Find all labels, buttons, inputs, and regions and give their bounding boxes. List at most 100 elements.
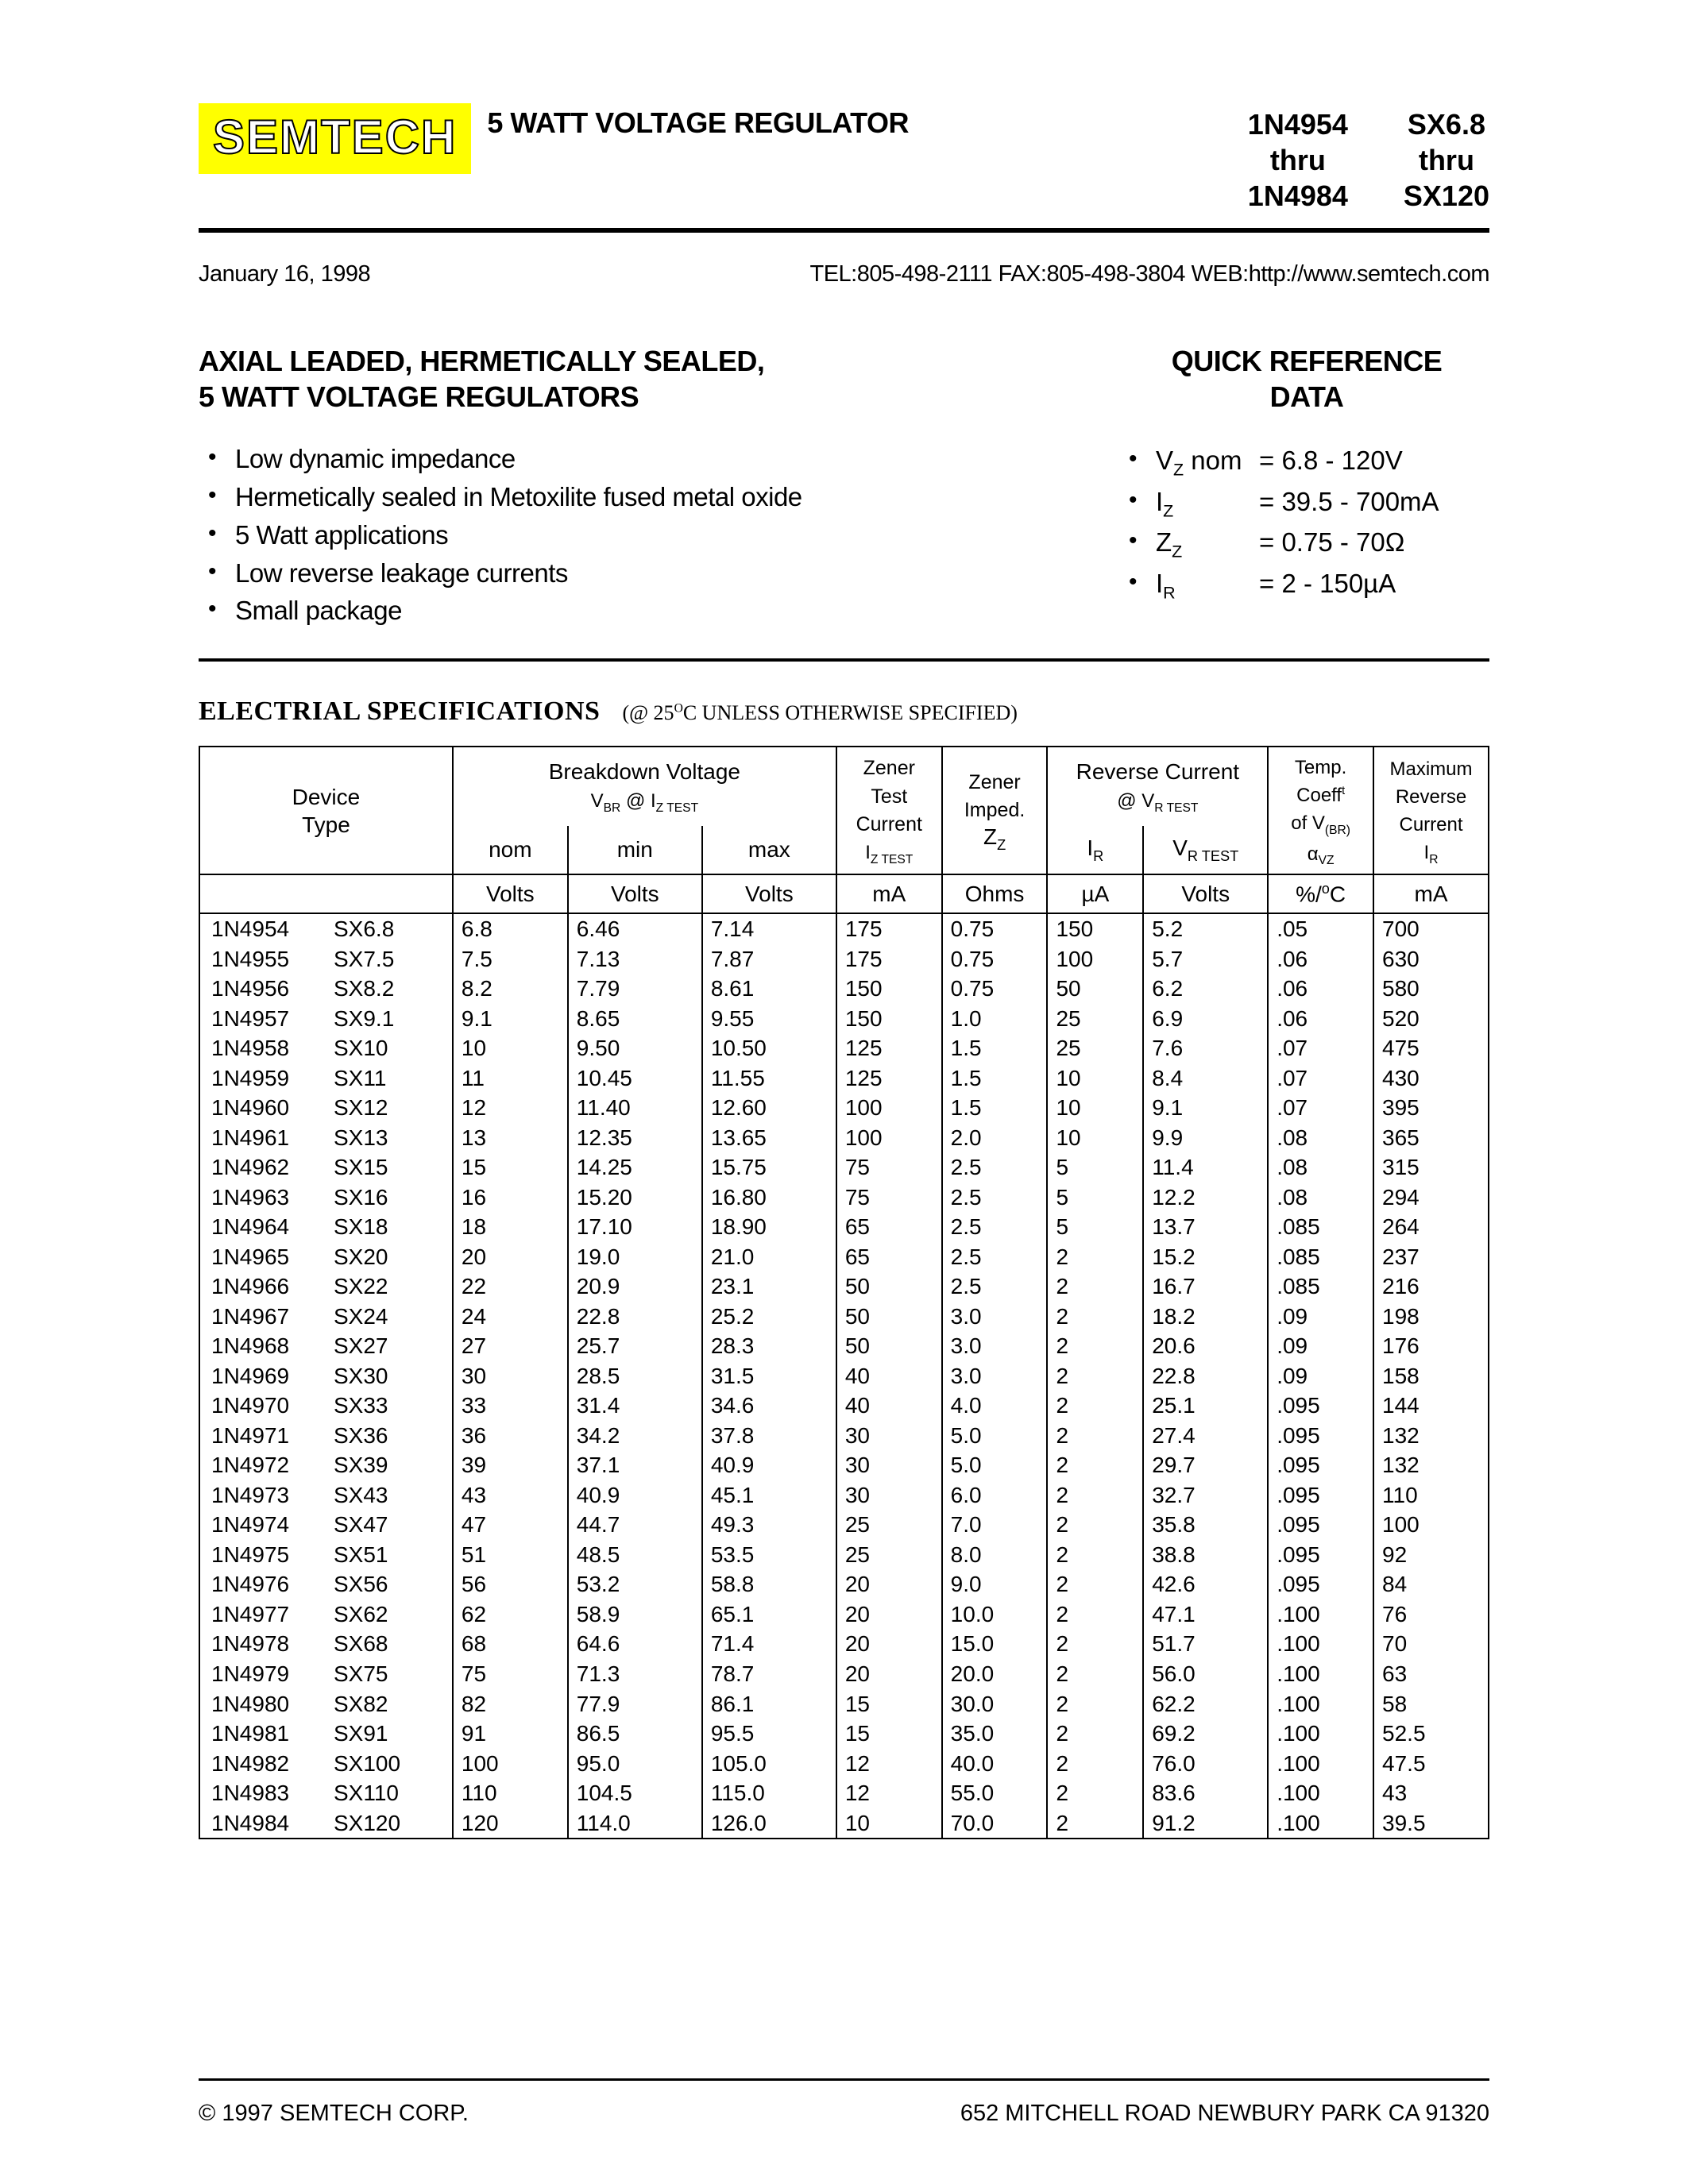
data-cell: 62 [453,1599,568,1630]
data-cell: 2 [1047,1331,1143,1361]
data-cell: 8.0 [942,1540,1048,1570]
data-cell: 82 [453,1689,568,1719]
data-cell: 27.4 [1143,1421,1268,1451]
spec-table: DeviceType Breakdown VoltageVBR @ IZ TES… [199,746,1489,1839]
data-cell: .09 [1268,1331,1373,1361]
data-cell: 70 [1373,1629,1489,1659]
u-ma-1: mA [836,874,942,913]
th-max: max [702,826,836,874]
data-cell: 132 [1373,1450,1489,1480]
data-cell: 75 [453,1659,568,1689]
data-cell: 12 [836,1749,942,1779]
data-cell: 150 [836,974,942,1004]
data-cell: .100 [1268,1719,1373,1749]
data-cell: 2 [1047,1450,1143,1480]
right-heading-l1: QUICK REFERENCE [1124,343,1489,379]
data-cell: 150 [1047,913,1143,944]
data-cell: .095 [1268,1421,1373,1451]
data-cell: .100 [1268,1599,1373,1630]
data-cell: 12.35 [568,1123,702,1153]
data-cell: 65 [836,1242,942,1272]
data-cell: 40.9 [702,1450,836,1480]
part-2-mid: thru [1404,142,1489,178]
data-cell: 76 [1373,1599,1489,1630]
table-row: 1N4968SX272725.728.3503.0220.6.09176 [199,1331,1489,1361]
data-cell: 31.4 [568,1391,702,1421]
data-cell: 23.1 [702,1271,836,1302]
data-cell: 22.8 [1143,1361,1268,1391]
th-zener-test: ZenerTestCurrentIZ TEST [836,747,942,874]
data-cell: 47 [453,1510,568,1540]
data-cell: 9.55 [702,1004,836,1034]
data-cell: 126.0 [702,1808,836,1839]
data-cell: 5.0 [942,1421,1048,1451]
data-cell: 1.0 [942,1004,1048,1034]
data-cell: 700 [1373,913,1489,944]
th-ir: IR [1047,826,1143,874]
data-cell: 56.0 [1143,1659,1268,1689]
data-cell: .095 [1268,1569,1373,1599]
data-cell: 20.6 [1143,1331,1268,1361]
data-cell: 2 [1047,1510,1143,1540]
data-cell: 0.75 [942,944,1048,974]
data-cell: 2 [1047,1778,1143,1808]
data-cell: 58.9 [568,1599,702,1630]
table-row: 1N4973SX434340.945.1306.0232.7.095110 [199,1480,1489,1511]
data-cell: 100 [1373,1510,1489,1540]
th-breakdown: Breakdown VoltageVBR @ IZ TEST [453,747,836,826]
device-cell: 1N4963SX16 [199,1183,453,1213]
data-cell: 430 [1373,1063,1489,1094]
data-cell: 35.0 [942,1719,1048,1749]
data-cell: 91 [453,1719,568,1749]
data-cell: 32.7 [1143,1480,1268,1511]
data-cell: 20 [836,1599,942,1630]
table-row: 1N4967SX242422.825.2503.0218.2.09198 [199,1302,1489,1332]
data-cell: 33 [453,1391,568,1421]
data-cell: 2 [1047,1629,1143,1659]
data-cell: 2 [1047,1808,1143,1839]
data-cell: 84 [1373,1569,1489,1599]
data-cell: .09 [1268,1302,1373,1332]
data-cell: 30 [836,1480,942,1511]
data-cell: 86.1 [702,1689,836,1719]
data-cell: 105.0 [702,1749,836,1779]
spec-cond-sup: O [674,702,683,716]
data-cell: 25 [836,1540,942,1570]
th-rev-current: Reverse Current@ VR TEST [1047,747,1268,826]
data-cell: 65.1 [702,1599,836,1630]
device-cell: 1N4977SX62 [199,1599,453,1630]
data-cell: .08 [1268,1152,1373,1183]
data-cell: 7.0 [942,1510,1048,1540]
device-cell: 1N4969SX30 [199,1361,453,1391]
data-cell: 7.6 [1143,1033,1268,1063]
data-cell: 2 [1047,1302,1143,1332]
data-cell: 7.13 [568,944,702,974]
table-row: 1N4980SX828277.986.11530.0262.2.10058 [199,1689,1489,1719]
device-cell: 1N4984SX120 [199,1808,453,1839]
u-ua: µA [1047,874,1143,913]
data-cell: 2 [1047,1391,1143,1421]
data-cell: 49.3 [702,1510,836,1540]
data-cell: 37.1 [568,1450,702,1480]
device-cell: 1N4974SX47 [199,1510,453,1540]
data-cell: 10 [1047,1093,1143,1123]
data-cell: 100 [1047,944,1143,974]
data-cell: 16 [453,1183,568,1213]
table-row: 1N4965SX202019.021.0652.5215.2.085237 [199,1242,1489,1272]
footer-rule [199,2078,1489,2081]
th-temp-coef: Temp.Coefftof V(BR)αVZ [1268,747,1373,874]
data-cell: 125 [836,1033,942,1063]
feature-list: Low dynamic impedanceHermetically sealed… [199,440,1076,630]
part-1-bot: 1N4984 [1248,178,1348,214]
data-cell: 77.9 [568,1689,702,1719]
data-cell: .07 [1268,1093,1373,1123]
data-cell: 120 [453,1808,568,1839]
device-cell: 1N4968SX27 [199,1331,453,1361]
data-cell: 40.0 [942,1749,1048,1779]
quickref-item: IR= 2 - 150µA [1124,565,1489,606]
data-cell: 12.2 [1143,1183,1268,1213]
table-row: 1N4981SX919186.595.51535.0269.2.10052.5 [199,1719,1489,1749]
data-cell: 17.10 [568,1212,702,1242]
data-cell: 21.0 [702,1242,836,1272]
spec-heading-row: ELECTRIAL SPECIFICATIONS (@ 25OC UNLESS … [199,696,1489,727]
